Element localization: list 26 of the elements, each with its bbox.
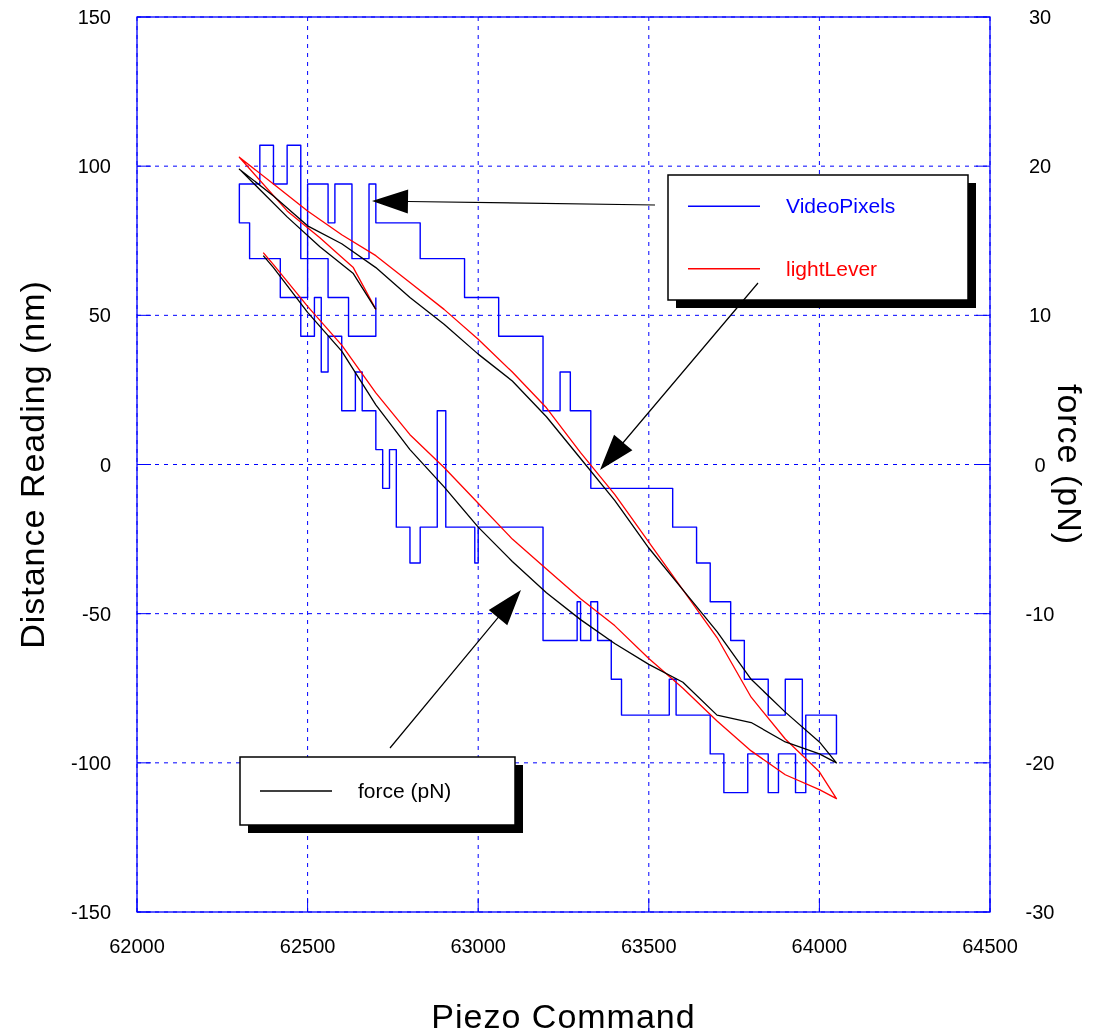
y-tick-label: 100 [77, 155, 111, 178]
x-tick-label: 63000 [450, 935, 507, 957]
y2-axis-title: force (pN) [1051, 383, 1089, 546]
y-tick-label: -150 [70, 901, 111, 923]
x-tick-label: 63500 [620, 935, 677, 957]
y2-tick-label: 30 [1028, 6, 1052, 28]
y-tick-label: 50 [88, 304, 111, 327]
y-tick-label: 150 [77, 6, 111, 28]
y-tick-label: -100 [70, 751, 111, 774]
y2-tick-label: -10 [1025, 602, 1055, 625]
x-tick-label: 62500 [279, 935, 336, 957]
x-tick-label: 62000 [109, 935, 165, 957]
x-tick-label: 64000 [791, 935, 848, 957]
y-axis-title: Distance Reading (nm) [13, 280, 51, 649]
x-tick-label: 64500 [962, 935, 1018, 957]
legend-label: VideoPixels [786, 194, 896, 218]
legend-label: lightLever [786, 256, 878, 280]
y2-tick-label: -20 [1025, 751, 1055, 774]
legend-label: force (pN) [358, 779, 452, 802]
y2-tick-label: 20 [1028, 155, 1052, 178]
y-tick-label: 0 [99, 453, 111, 476]
y2-tick-label: -30 [1025, 901, 1055, 923]
x-axis-title: Piezo Command [431, 997, 696, 1035]
y2-tick-label: 10 [1028, 304, 1052, 327]
y-tick-label: -50 [82, 602, 111, 625]
y2-tick-label: 0 [1034, 453, 1046, 476]
